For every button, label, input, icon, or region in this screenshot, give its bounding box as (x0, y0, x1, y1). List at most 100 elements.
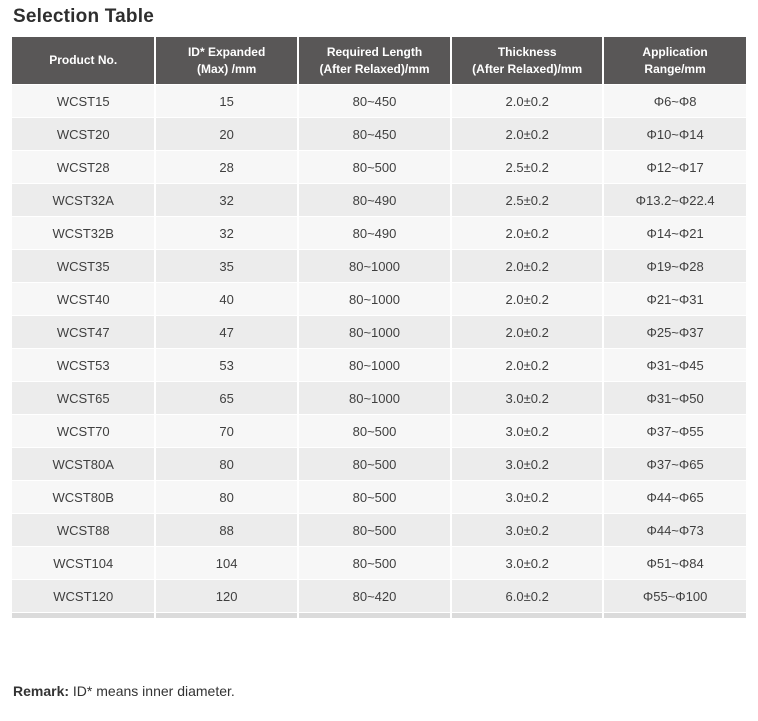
cell-required-length: 80~450 (298, 118, 451, 150)
cell-application-range: Φ6~Φ8 (604, 85, 746, 117)
page-title: Selection Table (13, 6, 154, 27)
table-row: WCST53 53 80~1000 2.0±0.2 Φ31~Φ45 (12, 349, 746, 381)
cell-product-no: WCST80B (12, 481, 155, 513)
bottom-strip-cell (156, 613, 297, 618)
cell-id-expanded: 20 (156, 118, 297, 150)
cell-product-no: WCST104 (12, 547, 155, 579)
table-row: WCST65 65 80~1000 3.0±0.2 Φ31~Φ50 (12, 382, 746, 414)
cell-product-no: WCST88 (12, 514, 155, 546)
cell-required-length: 80~490 (298, 184, 451, 216)
cell-required-length: 80~500 (298, 514, 451, 546)
cell-thickness: 2.0±0.2 (452, 250, 603, 282)
table-footer (12, 613, 746, 618)
cell-thickness: 2.0±0.2 (452, 316, 603, 348)
cell-required-length: 80~490 (298, 217, 451, 249)
selection-table: Product No. ID* Expanded (Max) /mm Require… (10, 36, 748, 619)
cell-thickness: 3.0±0.2 (452, 481, 603, 513)
table-header: Product No. ID* Expanded (Max) /mm Require… (12, 37, 746, 84)
cell-thickness: 3.0±0.2 (452, 448, 603, 480)
cell-thickness: 2.0±0.2 (452, 217, 603, 249)
table-row: WCST35 35 80~1000 2.0±0.2 Φ19~Φ28 (12, 250, 746, 282)
table-header-row: Product No. ID* Expanded (Max) /mm Require… (12, 37, 746, 84)
cell-thickness: 2.0±0.2 (452, 85, 603, 117)
column-header-product-no: Product No. (12, 37, 155, 84)
cell-id-expanded: 15 (156, 85, 297, 117)
column-header-id-expanded: ID* Expanded (Max) /mm (156, 37, 297, 84)
cell-required-length: 80~500 (298, 481, 451, 513)
column-header-required-length: Required Length (After Relaxed)/mm (298, 37, 451, 84)
cell-id-expanded: 88 (156, 514, 297, 546)
cell-id-expanded: 53 (156, 349, 297, 381)
cell-id-expanded: 40 (156, 283, 297, 315)
cell-thickness: 2.5±0.2 (452, 184, 603, 216)
column-header-application-range: Application Range/mm (604, 37, 746, 84)
cell-product-no: WCST80A (12, 448, 155, 480)
cell-product-no: WCST28 (12, 151, 155, 183)
table-row: WCST104 104 80~500 3.0±0.2 Φ51~Φ84 (12, 547, 746, 579)
cell-thickness: 3.0±0.2 (452, 547, 603, 579)
remark-text: ID* means inner diameter. (69, 683, 235, 699)
cell-application-range: Φ10~Φ14 (604, 118, 746, 150)
table-row: WCST28 28 80~500 2.5±0.2 Φ12~Φ17 (12, 151, 746, 183)
cell-product-no: WCST70 (12, 415, 155, 447)
table-row: WCST80B 80 80~500 3.0±0.2 Φ44~Φ65 (12, 481, 746, 513)
cell-thickness: 6.0±0.2 (452, 580, 603, 612)
table-row: WCST32A 32 80~490 2.5±0.2 Φ13.2~Φ22.4 (12, 184, 746, 216)
table-bottom-strip (12, 613, 746, 618)
bottom-strip-cell (298, 613, 451, 618)
cell-application-range: Φ14~Φ21 (604, 217, 746, 249)
cell-id-expanded: 120 (156, 580, 297, 612)
cell-thickness: 2.0±0.2 (452, 283, 603, 315)
table-row: WCST88 88 80~500 3.0±0.2 Φ44~Φ73 (12, 514, 746, 546)
cell-product-no: WCST65 (12, 382, 155, 414)
bottom-strip-cell (12, 613, 155, 618)
cell-thickness: 3.0±0.2 (452, 382, 603, 414)
table-row: WCST32B 32 80~490 2.0±0.2 Φ14~Φ21 (12, 217, 746, 249)
cell-thickness: 2.0±0.2 (452, 349, 603, 381)
cell-application-range: Φ25~Φ37 (604, 316, 746, 348)
cell-required-length: 80~500 (298, 151, 451, 183)
cell-id-expanded: 28 (156, 151, 297, 183)
cell-application-range: Φ31~Φ50 (604, 382, 746, 414)
cell-required-length: 80~1000 (298, 283, 451, 315)
table-row: WCST47 47 80~1000 2.0±0.2 Φ25~Φ37 (12, 316, 746, 348)
cell-application-range: Φ21~Φ31 (604, 283, 746, 315)
cell-thickness: 2.0±0.2 (452, 118, 603, 150)
cell-product-no: WCST32A (12, 184, 155, 216)
remark-label: Remark: (13, 683, 70, 699)
cell-id-expanded: 32 (156, 217, 297, 249)
cell-product-no: WCST120 (12, 580, 155, 612)
cell-application-range: Φ31~Φ45 (604, 349, 746, 381)
bottom-strip-cell (452, 613, 603, 618)
cell-id-expanded: 35 (156, 250, 297, 282)
table-row: WCST40 40 80~1000 2.0±0.2 Φ21~Φ31 (12, 283, 746, 315)
cell-id-expanded: 32 (156, 184, 297, 216)
cell-thickness: 2.5±0.2 (452, 151, 603, 183)
cell-id-expanded: 104 (156, 547, 297, 579)
cell-product-no: WCST47 (12, 316, 155, 348)
cell-application-range: Φ12~Φ17 (604, 151, 746, 183)
table-row: WCST70 70 80~500 3.0±0.2 Φ37~Φ55 (12, 415, 746, 447)
cell-id-expanded: 80 (156, 448, 297, 480)
cell-thickness: 3.0±0.2 (452, 415, 603, 447)
cell-required-length: 80~1000 (298, 250, 451, 282)
cell-application-range: Φ44~Φ73 (604, 514, 746, 546)
table-body: WCST15 15 80~450 2.0±0.2 Φ6~Φ8 WCST20 20 80~450… (12, 85, 746, 612)
cell-application-range: Φ19~Φ28 (604, 250, 746, 282)
cell-product-no: WCST32B (12, 217, 155, 249)
cell-required-length: 80~1000 (298, 382, 451, 414)
cell-product-no: WCST40 (12, 283, 155, 315)
cell-required-length: 80~420 (298, 580, 451, 612)
cell-required-length: 80~500 (298, 415, 451, 447)
cell-id-expanded: 80 (156, 481, 297, 513)
cell-product-no: WCST53 (12, 349, 155, 381)
cell-required-length: 80~1000 (298, 349, 451, 381)
cell-application-range: Φ44~Φ65 (604, 481, 746, 513)
cell-thickness: 3.0±0.2 (452, 514, 603, 546)
cell-product-no: WCST20 (12, 118, 155, 150)
table-row: WCST120 120 80~420 6.0±0.2 Φ55~Φ100 (12, 580, 746, 612)
cell-product-no: WCST35 (12, 250, 155, 282)
cell-application-range: Φ13.2~Φ22.4 (604, 184, 746, 216)
table-row: WCST80A 80 80~500 3.0±0.2 Φ37~Φ65 (12, 448, 746, 480)
